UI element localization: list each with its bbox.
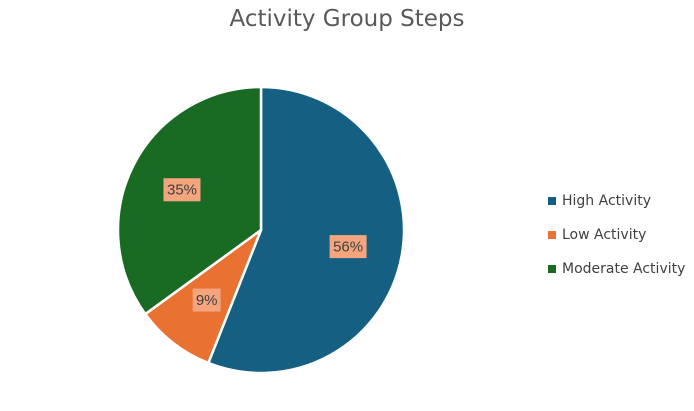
legend-swatch — [548, 265, 556, 273]
data-label-low-activity: 9% — [192, 288, 221, 312]
legend-swatch — [548, 231, 556, 239]
legend: High Activity Low Activity Moderate Activi… — [548, 184, 685, 286]
data-label-moderate-activity: 35% — [163, 178, 201, 202]
legend-item-high-activity: High Activity — [548, 184, 685, 218]
legend-label: High Activity — [562, 193, 651, 209]
legend-item-moderate-activity: Moderate Activity — [548, 252, 685, 286]
data-label-high-activity: 56% — [329, 235, 367, 259]
legend-swatch — [548, 197, 556, 205]
data-label-box — [192, 288, 221, 312]
chart-title: Activity Group Steps — [229, 6, 465, 32]
legend-label: Low Activity — [562, 227, 647, 243]
data-label-text: 35% — [167, 182, 197, 199]
data-label-box — [163, 178, 201, 202]
data-label-text: 9% — [196, 292, 218, 309]
data-label-box — [329, 235, 367, 259]
legend-item-low-activity: Low Activity — [548, 218, 685, 252]
legend-label: Moderate Activity — [562, 261, 686, 277]
pie-slice-high-activity — [207, 85, 406, 375]
data-label-text: 56% — [333, 239, 363, 256]
